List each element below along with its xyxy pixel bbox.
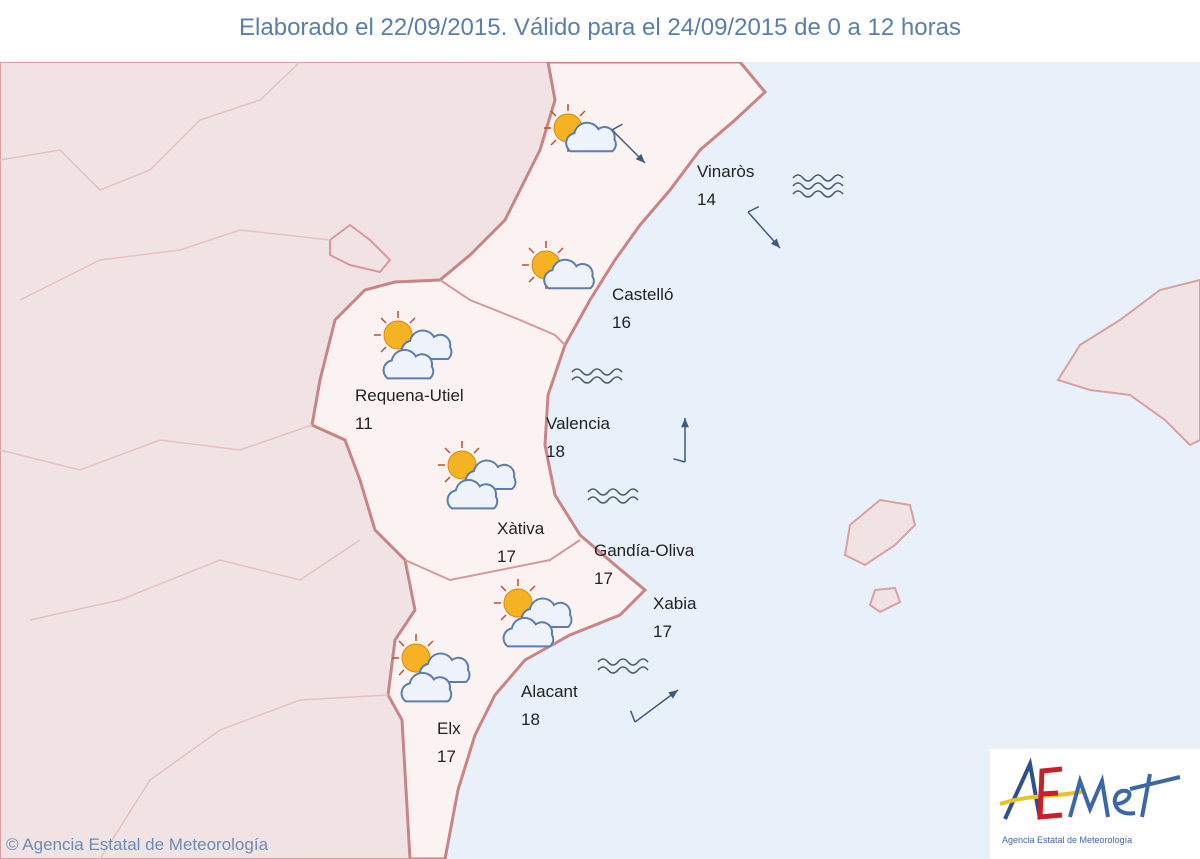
sun-behind-clouds-icon (392, 634, 471, 703)
city-temperature: 17 (497, 547, 516, 566)
copyright: © Agencia Estatal de Meteorología (6, 835, 269, 854)
city-temperature: 17 (653, 622, 672, 641)
ibiza (843, 498, 917, 567)
forecast-title: Elaborado el 22/09/2015. Válido para el … (239, 14, 961, 41)
city-temperature: 17 (594, 569, 613, 588)
province-borders (329, 223, 581, 582)
city-label: Vinaròs 14 (697, 158, 754, 214)
waves-icon (571, 368, 623, 384)
city-name: Requena-Utiel (355, 386, 464, 405)
wind-arrow-south-east-icon (611, 123, 646, 164)
city-label: Xabia 17 (653, 590, 696, 646)
city-name: Xabia (653, 594, 697, 613)
wind-arrow-south-east-icon (747, 206, 781, 249)
city-name: Elx (437, 719, 461, 738)
city-label: Requena-Utiel 11 (355, 382, 464, 438)
mallorca (1056, 278, 1200, 447)
city-name: Gandía-Oliva (594, 541, 695, 560)
city-name: Xàtiva (497, 519, 545, 538)
city-label: Gandía-Oliva 17 (594, 537, 694, 593)
city-name: Valencia (546, 414, 610, 433)
city-label: Xàtiva 17 (497, 515, 544, 571)
logo-subtitle: Agencia Estatal de Meteorología (1002, 835, 1133, 845)
wind-arrow-north-icon (673, 418, 689, 463)
city-temperature: 18 (521, 710, 540, 729)
city-temperature: 16 (612, 313, 631, 332)
city-name: Alacant (521, 682, 578, 701)
sun-behind-cloud-icon (544, 104, 617, 153)
city-temperature: 11 (355, 414, 373, 433)
wind-arrow-north-east-icon (629, 689, 679, 723)
city-name: Castelló (612, 285, 674, 304)
formentera (868, 586, 902, 614)
aemet-logo-mark (999, 757, 1181, 820)
sun-behind-clouds-icon (494, 579, 573, 648)
sun-behind-clouds-icon (374, 311, 453, 380)
city-label: Alacant 18 (521, 678, 578, 734)
weather-map (0, 62, 1200, 859)
sun-behind-cloud-icon (522, 241, 595, 290)
sun-behind-clouds-icon (438, 441, 517, 510)
rough-sea-icon (792, 174, 844, 198)
city-label: Castelló 16 (612, 281, 673, 337)
aemet-logo: Agencia Estatal de Meteorología (990, 749, 1200, 859)
waves-icon (587, 488, 639, 504)
city-name: Vinaròs (697, 162, 755, 181)
city-label: Elx 17 (437, 715, 461, 771)
city-temperature: 14 (697, 190, 716, 209)
other-borders (0, 62, 389, 859)
waves-icon (597, 658, 649, 674)
city-label: Valencia 18 (546, 410, 610, 466)
city-temperature: 18 (546, 442, 565, 461)
city-temperature: 17 (437, 747, 456, 766)
